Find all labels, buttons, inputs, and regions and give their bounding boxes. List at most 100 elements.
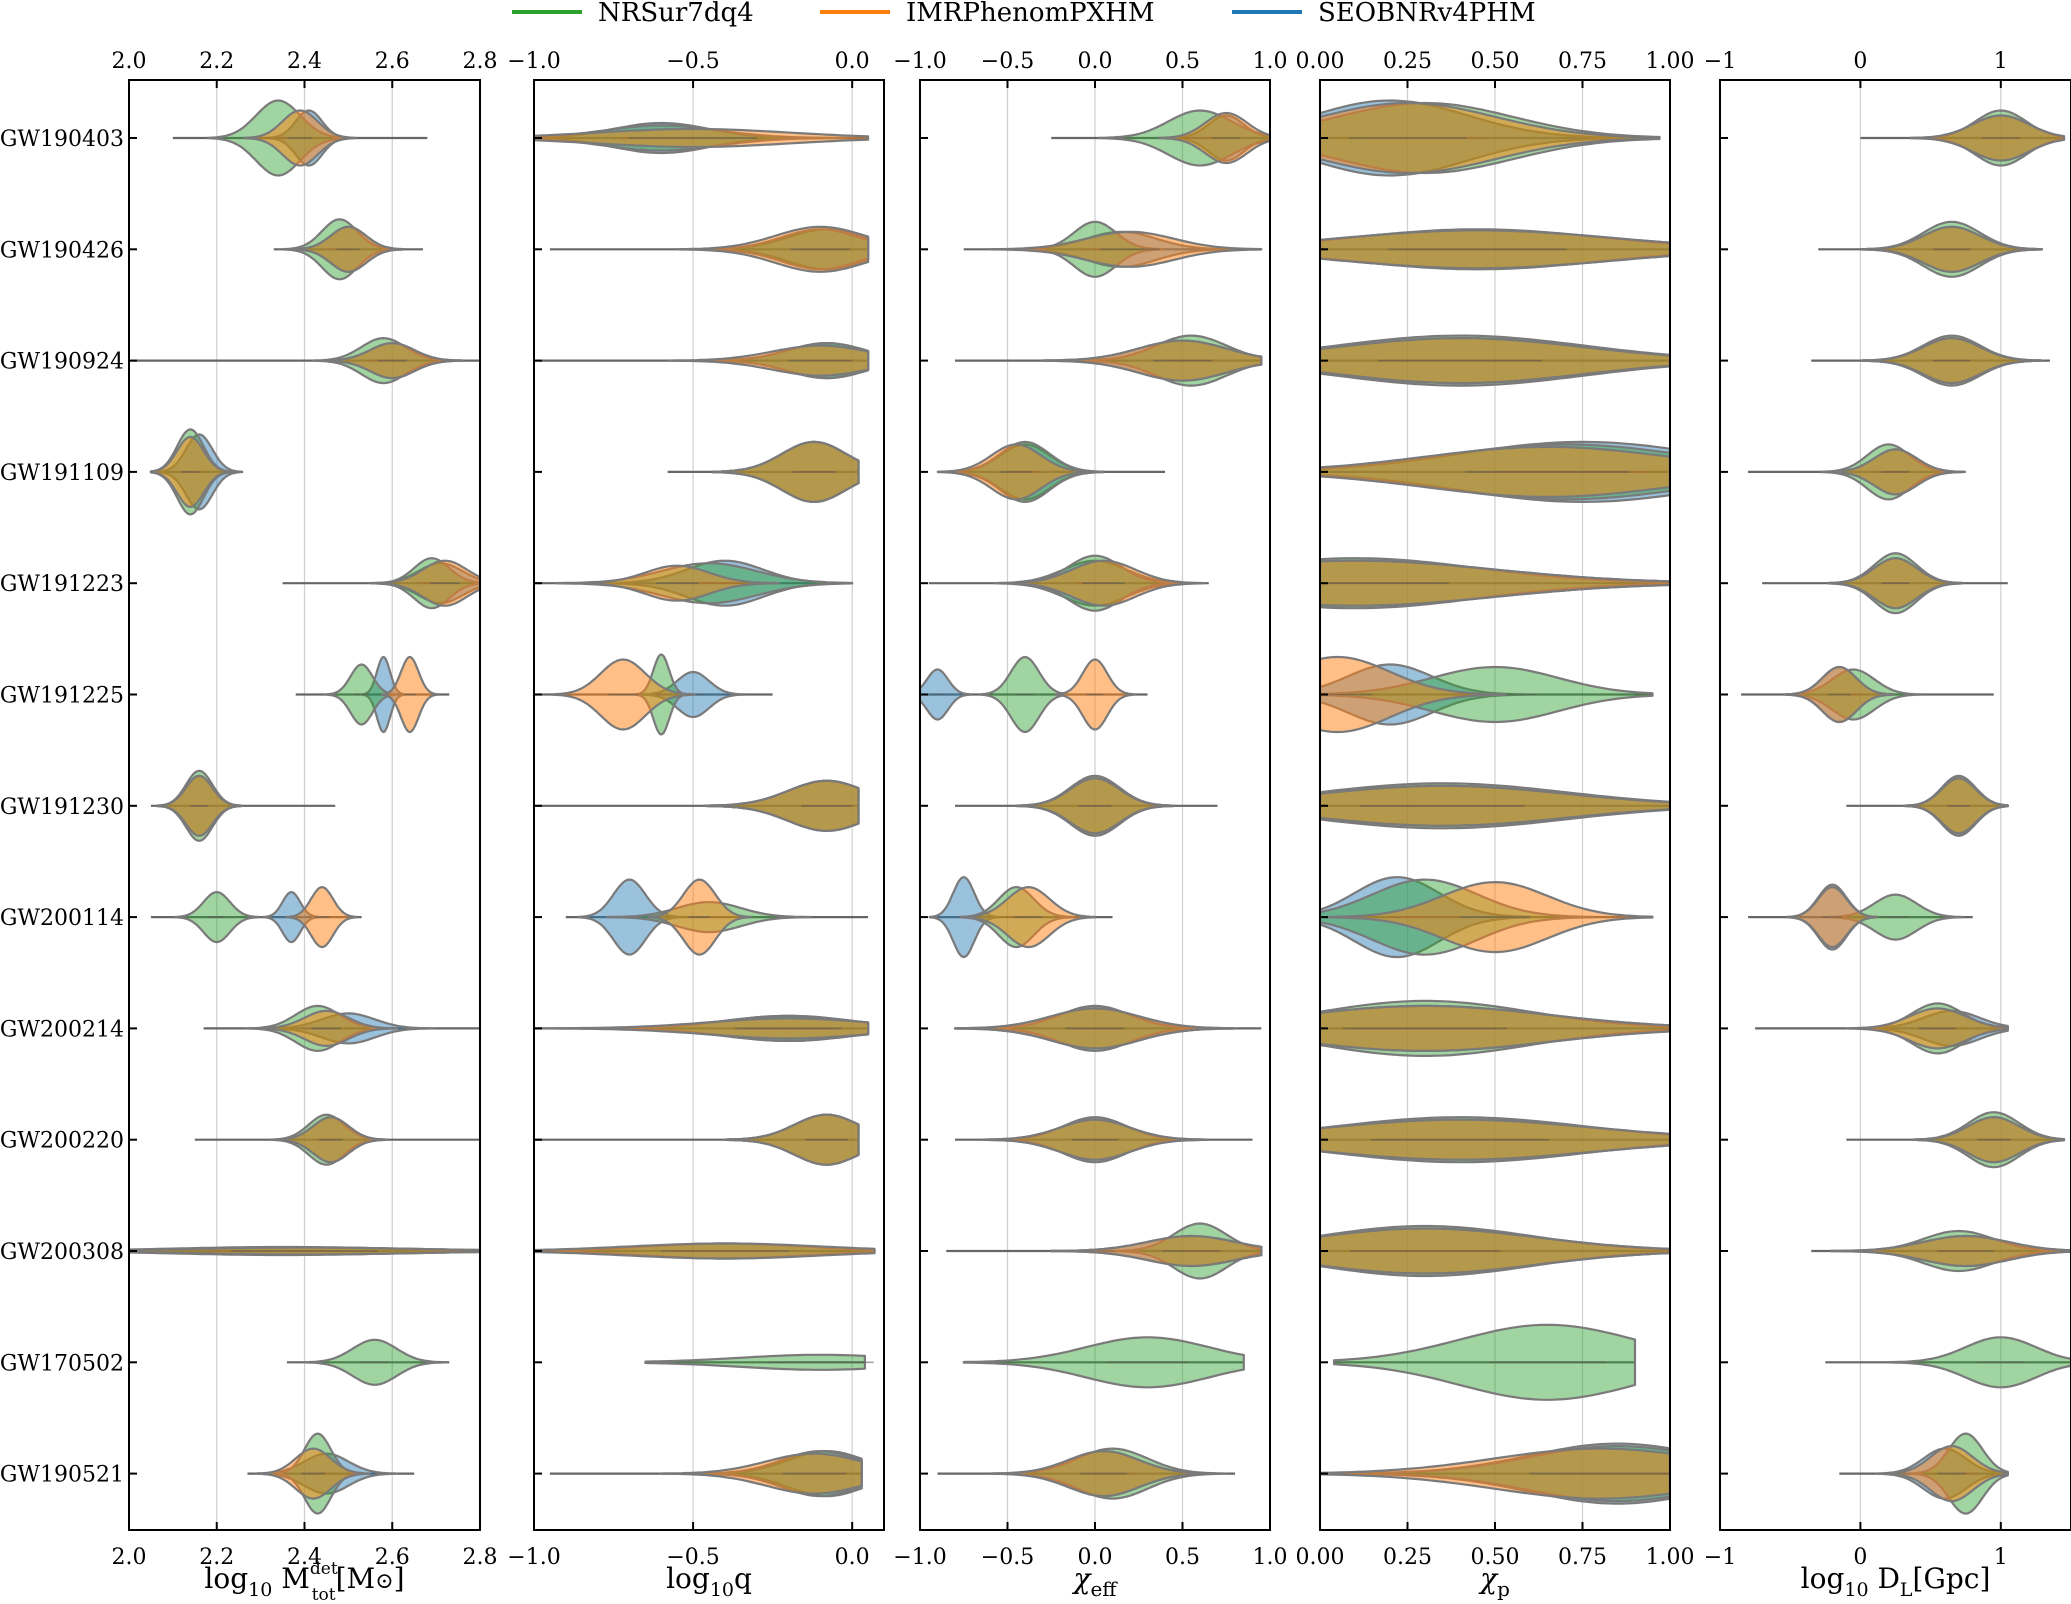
violin-row-gw190521 — [247, 1432, 415, 1515]
tick-label: −0.5 — [666, 1545, 719, 1570]
violin-row-gw191223 — [1762, 552, 2008, 615]
tick-label: 1.0 — [1253, 49, 1288, 74]
violin-row-gw200114 — [565, 878, 869, 956]
violin-row-gw191109 — [936, 440, 1165, 503]
tick-label: −1.0 — [507, 1545, 560, 1570]
tick-label: 1.0 — [1253, 1545, 1288, 1570]
violin-row-gw190403 — [1051, 109, 1270, 167]
violin-row-gw191109 — [667, 440, 860, 503]
violin-row-gw200114 — [1320, 876, 1654, 959]
event-label-gw170502: GW170502 — [0, 1351, 124, 1376]
violin-row-gw191230 — [150, 769, 336, 842]
legend-label-imrphenompxhm: IMRPhenomPXHM — [906, 0, 1154, 28]
tick-label: −1.0 — [893, 1545, 946, 1570]
panel-logq: −1.0 −1.0 −0.5 −0.5 0.0 0.0 log10q — [507, 49, 885, 1601]
event-label-gw191225: GW191225 — [0, 684, 124, 709]
tick-label: 1 — [1994, 49, 2008, 74]
event-labels: GW190403 GW190426 GW190924 GW191109 GW191223… — [0, 127, 124, 1488]
violin-imrphenompxhm — [373, 559, 480, 607]
violin-nrsur7dq4 — [644, 1353, 866, 1371]
tick-label: 2.6 — [375, 49, 410, 74]
tick-label: 0.5 — [1165, 49, 1200, 74]
violin-row-gw191223 — [282, 557, 480, 610]
violin-row-gw191225 — [295, 655, 450, 734]
tick-label: 0.25 — [1383, 1545, 1432, 1570]
violin-imrphenompxhm — [723, 1113, 860, 1166]
tick-label: 0.75 — [1558, 49, 1607, 74]
violin-row-gw190426 — [1818, 220, 2043, 278]
tick-label: −1.0 — [507, 49, 560, 74]
event-label-gw200308: GW200308 — [0, 1240, 124, 1265]
violin-imrphenompxhm — [534, 1017, 870, 1040]
violin-row-gw191109 — [1748, 443, 1966, 501]
violin-row-gw200220 — [1320, 1116, 1670, 1164]
panels: 2.0 2.0 2.2 2.2 2.4 2.4 2.6 2.6 2.8 2.8 log10 Mdet… — [0, 49, 2071, 1604]
violin-row-gw191109 — [149, 428, 244, 516]
violin-imrphenompxhm — [1320, 101, 1661, 175]
violin-row-gw191225 — [1320, 655, 1654, 734]
tick-label: 0.50 — [1471, 49, 1520, 74]
tick-label: 0 — [1853, 1545, 1867, 1570]
violin-row-gw190403 — [534, 121, 870, 155]
violin-row-gw191223 — [1320, 557, 1670, 610]
violin-row-gw170502 — [962, 1336, 1245, 1389]
violin-row-gw191230 — [534, 779, 860, 832]
violin-row-gw200114 — [1748, 883, 1973, 951]
tick-label: 2.0 — [112, 1545, 147, 1570]
violin-row-gw190924 — [1320, 334, 1670, 387]
x-axis-label-logq: log10q — [666, 1562, 752, 1601]
tick-label: 0.75 — [1558, 1545, 1607, 1570]
violin-row-gw170502 — [286, 1338, 450, 1386]
panel-chip: 0.00 0.00 0.25 0.25 0.50 0.50 0.75 0.75 1.00 1.00… — [1296, 49, 1695, 1601]
violin-row-gw200308 — [129, 1245, 480, 1257]
tick-label: 0.5 — [1165, 1545, 1200, 1570]
tick-label: 0 — [1853, 49, 1867, 74]
violin-row-gw190924 — [534, 342, 870, 380]
event-label-gw200214: GW200214 — [0, 1017, 124, 1042]
violin-imrphenompxhm — [1320, 559, 1670, 607]
violin-row-gw170502 — [1332, 1323, 1637, 1401]
violin-row-gw200214 — [534, 1014, 870, 1042]
tick-label: −1 — [1704, 49, 1736, 74]
violin-row-gw191223 — [534, 559, 854, 607]
tick-label: 0.0 — [835, 1545, 870, 1570]
x-axis-label-chieff: χeff — [1071, 1562, 1118, 1601]
tick-label: 1.00 — [1646, 1545, 1695, 1570]
violin-row-gw200214 — [953, 1004, 1262, 1052]
tick-label: 0.0 — [835, 49, 870, 74]
tick-label: 1.00 — [1646, 49, 1695, 74]
violin-row-gw191109 — [1320, 440, 1670, 503]
panel-chieff: −1.0 −1.0 −0.5 −0.5 0.0 0.0 0.5 0.5 1.0 1.0 χeff — [893, 49, 1287, 1601]
violin-imrphenompxhm — [676, 225, 870, 273]
violin-imrphenompxhm — [660, 1452, 863, 1495]
tick-label: −0.5 — [666, 49, 719, 74]
violin-imrphenompxhm — [1320, 655, 1507, 734]
panel-mtot: 2.0 2.0 2.2 2.2 2.4 2.4 2.6 2.6 2.8 2.8 log10 Mdet… — [112, 49, 498, 1604]
tick-label: 2.2 — [199, 1545, 234, 1570]
violin-row-gw200114 — [928, 876, 1113, 959]
violin-row-gw190403 — [1320, 99, 1661, 177]
violin-imrphenompxhm — [666, 344, 870, 377]
violin-row-gw200220 — [955, 1116, 1253, 1164]
violin-row-gw190521 — [1320, 1442, 1670, 1505]
tick-label: −0.5 — [981, 1545, 1034, 1570]
tick-label: −1.0 — [893, 49, 946, 74]
violin-imrphenompxhm — [711, 440, 860, 503]
violin-row-gw191230 — [1320, 782, 1670, 830]
event-label-gw190403: GW190403 — [0, 127, 124, 152]
violin-row-gw190924 — [955, 334, 1263, 387]
violin-row-gw191223 — [928, 554, 1209, 612]
event-label-gw191223: GW191223 — [0, 572, 124, 597]
legend: NRSur7dq4 IMRPhenomPXHM SEOBNRv4PHM — [512, 0, 1536, 28]
violin-imrphenompxhm — [1320, 1447, 1670, 1500]
violin-row-gw200220 — [1846, 1111, 2066, 1169]
violin-row-gw200308 — [534, 1242, 876, 1260]
violin-row-gw190426 — [549, 225, 870, 273]
violin-row-gw200220 — [534, 1113, 860, 1166]
tick-label: 0.00 — [1296, 1545, 1345, 1570]
violin-row-gw191225 — [920, 655, 1148, 734]
tick-label: 0.00 — [1296, 49, 1345, 74]
violin-row-gw170502 — [644, 1353, 874, 1371]
